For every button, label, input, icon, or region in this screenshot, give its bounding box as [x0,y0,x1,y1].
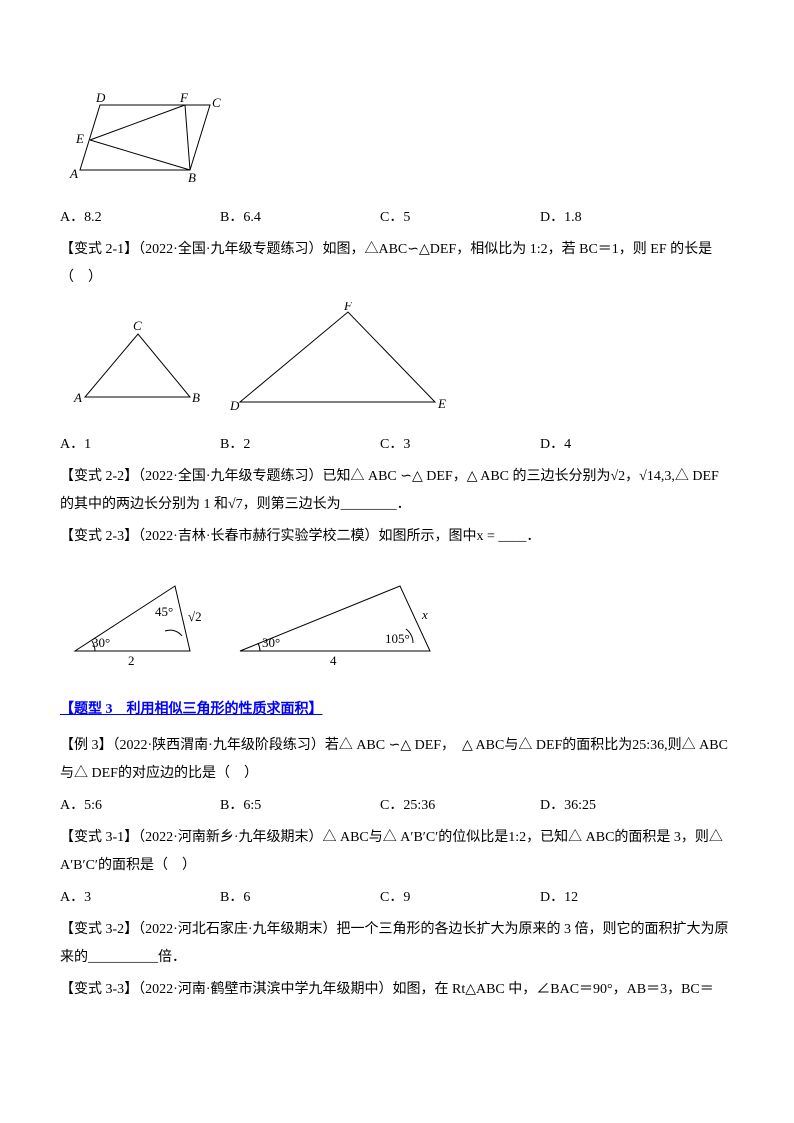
q2-options: A．8.2 B．6.4 C．5 D．1.8 [60,204,734,232]
q2-2-text: 【变式 2-2】（2022·全国·九年级专题练习）已知△ ABC ∽△ DEF，… [60,463,734,519]
option-a: A．1 [60,431,210,459]
option-b: B．2 [220,431,370,459]
svg-text:E: E [75,131,84,146]
q3-example-options: A．5:6 B．6:5 C．25:36 D．36:25 [60,792,734,820]
q3-2-text: 【变式 3-2】（2022·河北石家庄·九年级期末）把一个三角形的各边长扩大为原… [60,916,734,972]
svg-text:F: F [179,90,189,105]
svg-text:C: C [212,95,221,110]
diagram-two-triangles: A B C D E F [60,302,734,423]
q3-1-options: A．3 B．6 C．9 D．12 [60,884,734,912]
option-c: C．9 [380,884,530,912]
svg-text:B: B [192,390,200,405]
svg-text:2: 2 [128,653,135,668]
option-d: D．12 [540,884,690,912]
svg-text:E: E [437,396,446,411]
q3-1-text: 【变式 3-1】（2022·河南新乡·九年级期末）△ ABC与△ A′B′C′的… [60,824,734,880]
q2-1-text: 【变式 2-1】（2022·全国·九年级专题练习）如图，△ABC∽△DEF，相似… [60,236,734,292]
svg-text:A: A [73,390,82,405]
svg-text:30°: 30° [262,635,280,650]
svg-text:105°: 105° [385,631,410,646]
svg-text:√2: √2 [188,609,202,624]
q2-1-options: A．1 B．2 C．3 D．4 [60,431,734,459]
option-c: C．3 [380,431,530,459]
svg-text:F: F [343,302,353,313]
svg-text:4: 4 [330,653,337,668]
option-d: D．4 [540,431,690,459]
option-b: B．6.4 [220,204,370,232]
svg-text:B: B [188,170,196,185]
q3-example-text: 【例 3】（2022·陕西渭南·九年级阶段练习）若△ ABC ∽△ DEF， △… [60,732,734,788]
option-c: C．5 [380,204,530,232]
diagram-parallelogram: D F C E A B [60,90,734,196]
option-b: B．6 [220,884,370,912]
option-d: D．36:25 [540,792,690,820]
option-a: A．5:6 [60,792,210,820]
svg-text:x: x [421,607,428,622]
option-a: A．8.2 [60,204,210,232]
option-d: D．1.8 [540,204,690,232]
svg-text:D: D [95,90,106,105]
svg-text:D: D [229,398,240,412]
svg-text:30°: 30° [92,635,110,650]
q2-3-text: 【变式 2-3】（2022·吉林·长春市赫行实验学校二模）如图所示，图中x = … [60,523,734,551]
svg-text:C: C [133,318,142,333]
q3-3-text: 【变式 3-3】（2022·河南·鹤壁市淇滨中学九年级期中）如图，在 Rt△AB… [60,976,734,1004]
option-a: A．3 [60,884,210,912]
option-c: C．25:36 [380,792,530,820]
diagram-angle-triangles: 30° 45° √2 2 30° 105° x 4 [60,571,734,682]
section-3-title: 【题型 3 利用相似三角形的性质求面积】 [60,696,734,724]
svg-text:A: A [69,166,78,181]
svg-text:45°: 45° [155,604,173,619]
option-b: B．6:5 [220,792,370,820]
